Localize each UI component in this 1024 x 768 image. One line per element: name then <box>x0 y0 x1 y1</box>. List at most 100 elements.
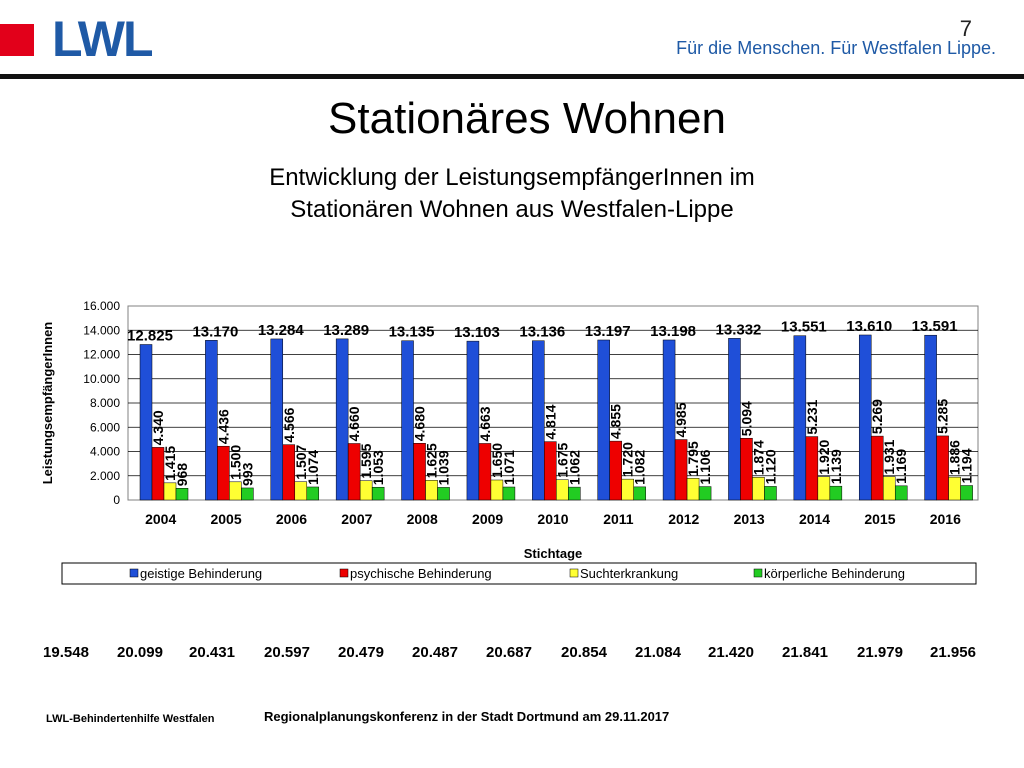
bar-1 <box>205 340 218 501</box>
data-label-series-3: 1.886 <box>947 440 963 475</box>
bar-2 <box>609 440 622 501</box>
data-label-series-1: 13.198 <box>650 323 696 340</box>
bar-1 <box>335 338 349 501</box>
legend-label-1: geistige Behinderung <box>140 566 262 581</box>
total-value: 21.979 <box>857 644 903 661</box>
data-label-series-2: 5.094 <box>738 401 754 436</box>
data-label-series-1: 13.135 <box>389 324 435 341</box>
total-value: 20.854 <box>561 644 607 661</box>
bar-1 <box>532 340 545 501</box>
bar-4 <box>568 486 581 501</box>
data-label-series-2: 4.340 <box>150 410 166 445</box>
data-label-series-3: 1.920 <box>816 439 832 474</box>
data-label-series-4: 1.062 <box>566 450 582 485</box>
bar-2 <box>674 439 688 501</box>
y-tick-label: 6.000 <box>90 420 120 434</box>
total-value: 20.597 <box>264 644 310 661</box>
data-label-series-2: 5.269 <box>869 399 885 434</box>
x-tick-label: 2007 <box>341 511 372 527</box>
bar-4 <box>829 485 843 501</box>
data-label-series-4: 1.039 <box>436 450 452 485</box>
total-value: 20.099 <box>117 644 163 661</box>
subtitle-line-2: Stationären Wohnen aus Westfalen-Lippe <box>290 196 734 223</box>
x-tick-label: 2012 <box>668 511 699 527</box>
data-label-series-1: 13.136 <box>519 324 565 341</box>
logo-red-square <box>0 24 34 56</box>
total-value: 21.084 <box>635 644 681 661</box>
bar-4 <box>306 486 320 501</box>
footer-event: Regionalplanungskonferenz in der Stadt D… <box>264 709 670 724</box>
bar-2 <box>478 443 492 501</box>
data-label-series-4: 1.169 <box>893 449 909 484</box>
legend-box <box>61 562 977 585</box>
data-label-series-3: 1.507 <box>293 444 309 479</box>
x-tick-label: 2011 <box>603 511 634 527</box>
x-tick-label: 2010 <box>537 511 568 527</box>
x-tick-label: 2008 <box>407 511 438 527</box>
total-value: 21.841 <box>782 644 828 661</box>
footer-organization: LWL-Behindertenhilfe Westfalen <box>46 713 215 725</box>
data-label-series-2: 4.566 <box>281 407 297 442</box>
total-value: 20.479 <box>338 644 384 661</box>
data-label-series-1: 13.332 <box>716 321 762 338</box>
slide-title: Stationäres Wohnen <box>328 94 726 143</box>
x-tick-label: 2016 <box>930 511 961 527</box>
total-value: 20.431 <box>189 644 235 661</box>
bar-1 <box>139 344 153 501</box>
legend-swatch-4 <box>753 568 763 578</box>
bar-4 <box>175 488 189 501</box>
y-tick-label: 4.000 <box>90 445 120 459</box>
x-tick-label: 2006 <box>276 511 307 527</box>
data-label-series-3: 1.650 <box>489 443 505 478</box>
bar-1 <box>270 338 284 501</box>
data-label-series-1: 13.170 <box>192 323 238 340</box>
data-label-series-1: 13.591 <box>912 318 958 335</box>
legend-swatch-1 <box>129 568 139 578</box>
bar-2 <box>936 435 949 501</box>
data-label-series-2: 5.285 <box>935 399 951 434</box>
x-tick-label: 2004 <box>145 511 176 527</box>
bar-2 <box>740 437 753 501</box>
bar-2 <box>217 445 230 501</box>
data-label-series-3: 1.595 <box>358 443 374 478</box>
data-label-series-3: 1.415 <box>162 446 178 481</box>
bar-1 <box>662 339 676 501</box>
y-tick-label: 8.000 <box>90 396 120 410</box>
lwl-logo: LWL <box>52 11 154 67</box>
data-label-series-1: 13.197 <box>585 323 631 340</box>
bar-1 <box>924 334 937 501</box>
data-label-series-2: 4.814 <box>542 404 558 439</box>
data-label-series-3: 1.675 <box>554 442 570 477</box>
totals-row: 19.548 20.099 20.431 20.597 20.479 20.487 20.6… <box>0 644 1024 668</box>
data-label-series-4: 1.194 <box>959 448 975 483</box>
data-label-series-4: 1.120 <box>762 449 778 484</box>
data-label-series-4: 1.074 <box>305 450 321 485</box>
data-label-series-1: 12.825 <box>127 327 173 344</box>
data-label-series-3: 1.795 <box>685 441 701 476</box>
bar-1 <box>728 338 741 501</box>
x-tick-label: 2015 <box>864 511 895 527</box>
bar-4 <box>764 486 777 501</box>
total-value: 20.487 <box>412 644 458 661</box>
data-label-series-4: 1.139 <box>828 449 844 484</box>
bar-4 <box>698 486 712 501</box>
y-tick-label: 10.000 <box>83 372 120 386</box>
data-label-series-2: 4.663 <box>477 406 493 441</box>
total-value: 19.548 <box>43 644 89 661</box>
data-label-series-3: 1.931 <box>881 439 897 474</box>
data-label-series-2: 5.231 <box>804 399 820 434</box>
bar-4 <box>241 487 254 501</box>
bar-2 <box>413 443 426 501</box>
total-value: 21.956 <box>930 644 976 661</box>
bar-4 <box>894 485 908 501</box>
data-label-series-4: 968 <box>174 463 190 487</box>
data-label-series-1: 13.284 <box>258 322 305 339</box>
data-label-series-2: 4.680 <box>412 406 428 441</box>
data-label-series-3: 1.720 <box>620 442 636 477</box>
bar-4 <box>633 486 646 501</box>
data-label-series-3: 1.500 <box>227 445 243 480</box>
bar-2 <box>282 444 296 501</box>
x-tick-label: 2014 <box>799 511 830 527</box>
slide-subtitle: Entwicklung der LeistungsempfängerInnen … <box>0 162 1024 226</box>
x-tick-label: 2009 <box>472 511 503 527</box>
